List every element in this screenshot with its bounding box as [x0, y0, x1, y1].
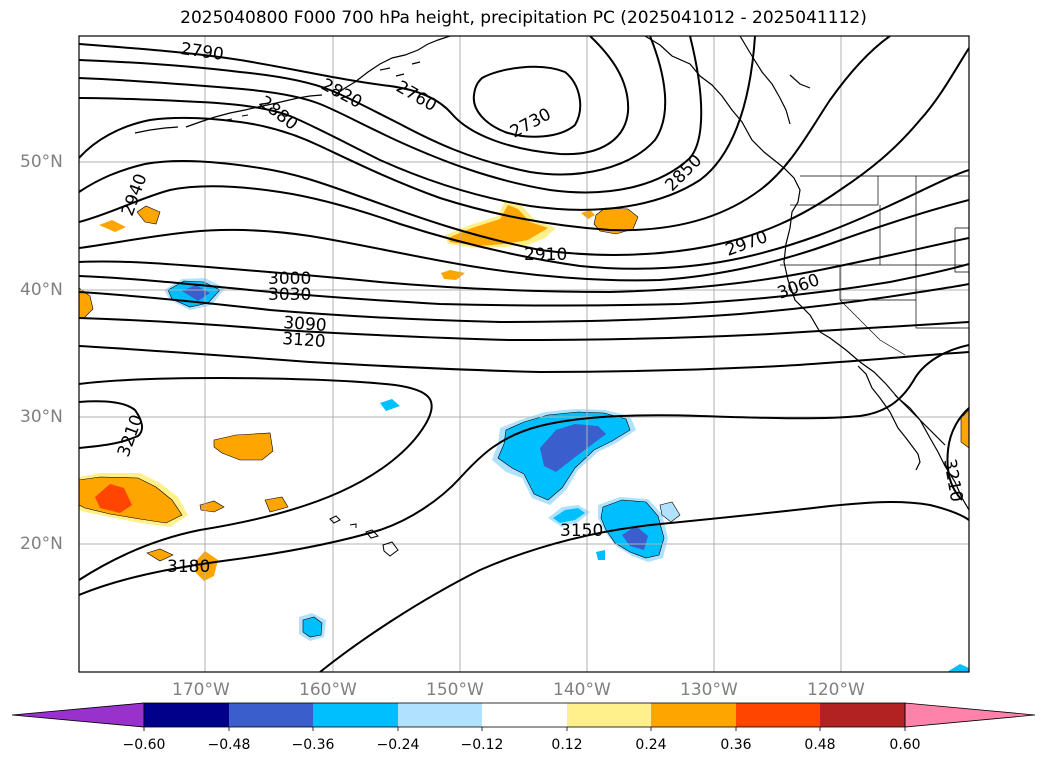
contour-2940	[79, 169, 969, 270]
latitude-label: 40°N	[20, 280, 63, 300]
colorbar-extend-max	[904, 702, 1036, 728]
precip-positive-area	[581, 210, 595, 219]
map-title: 2025040800 F000 700 hPa height, precipit…	[180, 8, 867, 28]
precip-negative-area	[302, 616, 323, 638]
colorbar-tick-label: −0.36	[291, 737, 335, 753]
precip-positive-area	[146, 548, 174, 562]
contour-3000	[79, 237, 969, 294]
precip-negative-area	[182, 285, 210, 301]
contour-label: 3000	[268, 269, 311, 289]
colorbar-segment	[144, 703, 229, 727]
contour-3210-east	[946, 407, 969, 501]
colorbar-tick-label: 0.12	[551, 737, 583, 753]
precip-positive-area	[136, 205, 161, 225]
precip-negative-area	[380, 399, 400, 411]
colorbar-segment	[398, 703, 482, 727]
longitude-label: 140°W	[553, 680, 611, 700]
contour-2970	[79, 199, 969, 282]
contour-2910	[79, 47, 969, 256]
precip-positive-area	[441, 270, 465, 280]
height-contours	[79, 36, 969, 672]
precip-positive-area	[960, 409, 969, 449]
colorbar-segment	[313, 703, 398, 727]
contour-3120	[79, 345, 969, 374]
latitude-label: 20°N	[20, 534, 63, 554]
longitude-label: 160°W	[299, 680, 357, 700]
contour-label: 3180	[167, 557, 210, 577]
precip-positive-area	[95, 484, 132, 513]
contour-label: 3090	[283, 313, 328, 336]
colorbar-segment	[820, 703, 905, 727]
contour-label: 2910	[524, 245, 567, 265]
latitude-label: 30°N	[20, 407, 63, 427]
colorbar-segment	[736, 703, 820, 727]
longitude-label: 120°W	[807, 680, 865, 700]
map-frame	[78, 35, 970, 673]
contour-3150-south	[319, 501, 969, 672]
precipitation-shading	[79, 200, 969, 672]
precip-positive-area	[199, 500, 225, 513]
colorbar-tick-label: −0.12	[460, 737, 504, 753]
colorbar-tick-label: 0.60	[889, 737, 921, 753]
colorbar-tick-label: 0.24	[635, 737, 667, 753]
precip-negative-area	[553, 508, 585, 523]
contour-label: 3150	[560, 521, 603, 541]
colorbar-tick-label: 0.48	[804, 737, 836, 753]
longitude-label: 130°W	[680, 680, 738, 700]
precip-negative-area	[947, 664, 969, 672]
colorbar-segment	[229, 703, 313, 727]
contour-label: 3120	[282, 329, 327, 352]
colorbar-tick-label: 0.36	[720, 737, 752, 753]
contour-label: 3030	[268, 285, 311, 305]
contour-3030	[79, 263, 969, 307]
contour-2760	[79, 36, 630, 156]
precip-positive-area	[264, 496, 289, 513]
colorbar-tick-label: −0.24	[376, 737, 420, 753]
contour-2820	[79, 36, 703, 194]
colorbar	[11, 702, 1036, 731]
contour-3150	[79, 344, 969, 596]
colorbar-tick-label: −0.60	[122, 737, 166, 753]
country-borders	[780, 175, 969, 356]
contour-2790	[79, 36, 667, 176]
precip-negative-area	[596, 550, 605, 560]
colorbar-segment	[651, 703, 736, 727]
precip-negative-area	[659, 501, 681, 523]
map-plot-area: 2790 2820 2760 2730 2880 2850 2940 2910 …	[79, 36, 969, 672]
colorbar-segment	[482, 703, 567, 727]
contour-3060	[79, 283, 969, 324]
contour-2880	[79, 36, 891, 232]
precip-positive-area	[213, 432, 274, 461]
precip-positive-area	[99, 220, 126, 232]
contour-2730-low	[472, 65, 582, 138]
precip-positive-area	[79, 476, 183, 524]
longitude-label: 170°W	[172, 680, 230, 700]
precip-positive-area	[448, 205, 548, 246]
precip-positive-area	[195, 551, 218, 581]
precip-positive-area	[79, 287, 94, 319]
precip-negative-area	[540, 424, 606, 472]
contour-3210-west	[79, 400, 143, 449]
colorbar-tick-label: −0.48	[207, 737, 251, 753]
colorbar-extend-min	[11, 702, 145, 728]
contour-3180	[79, 376, 433, 581]
contour-2850	[79, 36, 756, 211]
longitude-label: 150°W	[426, 680, 484, 700]
latitude-label: 50°N	[20, 152, 63, 172]
colorbar-segment	[567, 703, 651, 727]
contour-3090	[79, 317, 969, 342]
